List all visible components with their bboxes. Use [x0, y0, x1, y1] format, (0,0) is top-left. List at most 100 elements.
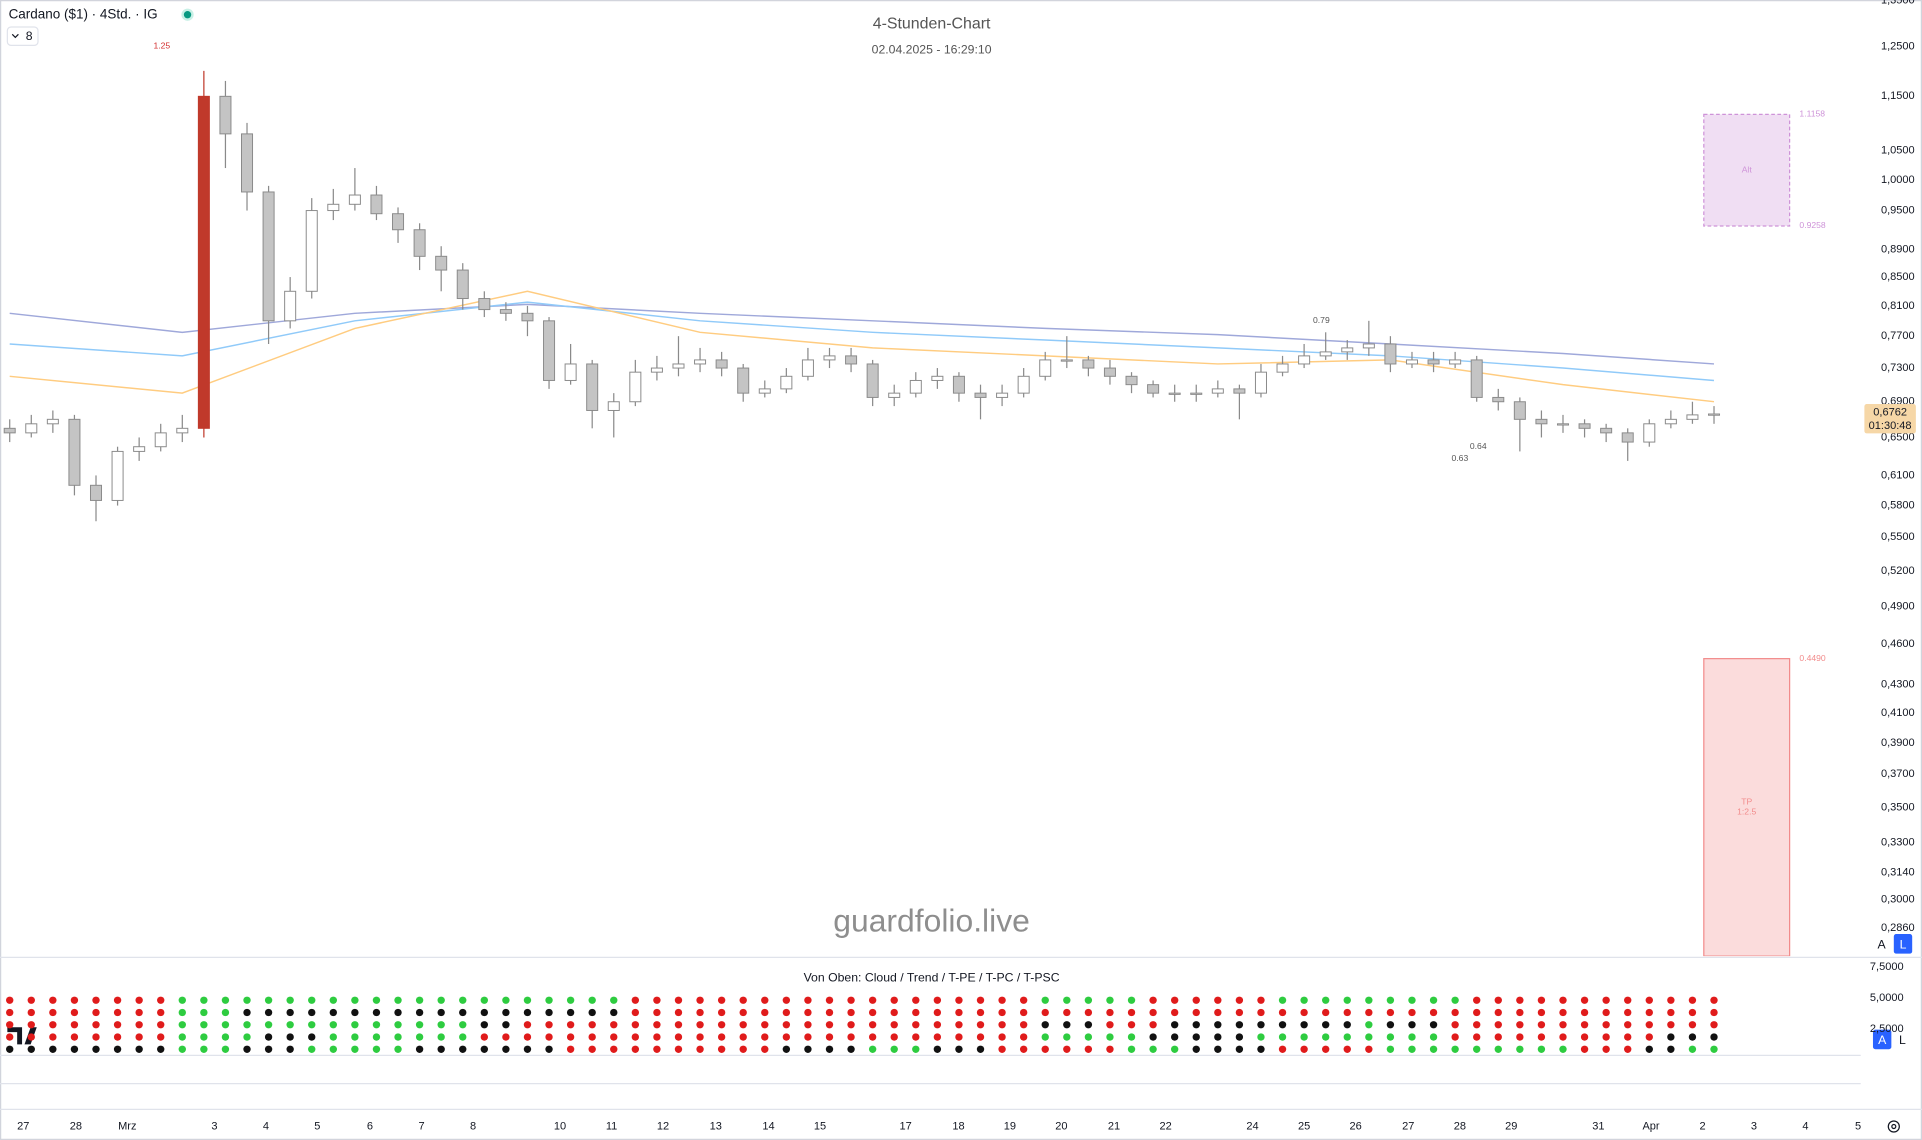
state-dot — [286, 1021, 294, 1029]
candle-body — [1686, 414, 1699, 420]
state-dot — [1300, 1045, 1308, 1053]
y-tick-label: 0,5500 — [1881, 531, 1915, 543]
state-dot — [1667, 1021, 1675, 1029]
state-dot — [329, 1008, 337, 1017]
state-dot — [674, 1045, 683, 1053]
state-dot — [243, 996, 251, 1004]
state-dot — [135, 1008, 143, 1017]
state-dot — [610, 1008, 618, 1017]
state-dot — [1063, 1045, 1071, 1053]
main-pane — [3, 70, 1791, 957]
x-tick-label: Apr — [1642, 1120, 1659, 1132]
state-dot — [933, 1008, 942, 1017]
state-dot — [1127, 1045, 1136, 1053]
state-dot — [113, 1033, 122, 1041]
state-dot — [890, 1045, 898, 1053]
y-tick-label: 0,8100 — [1881, 300, 1915, 312]
state-dot — [1451, 1033, 1459, 1041]
state-dot — [782, 1008, 791, 1017]
settings-button[interactable] — [1887, 1120, 1900, 1133]
candle-body — [46, 418, 59, 425]
state-dot — [200, 996, 208, 1004]
state-dot — [653, 1008, 661, 1017]
x-tick-label: 15 — [814, 1120, 826, 1132]
state-dot — [1170, 1008, 1179, 1017]
state-dot — [1559, 1033, 1567, 1041]
interval-dropdown[interactable] — [6, 26, 39, 46]
state-dot — [890, 1008, 898, 1017]
state-dot — [1580, 1021, 1589, 1029]
state-dot — [372, 1033, 381, 1041]
y-tick-label: 0,3140 — [1881, 866, 1915, 878]
state-dot — [1084, 1021, 1093, 1029]
state-dot — [998, 1033, 1006, 1041]
state-dot — [92, 1021, 100, 1029]
state-dot — [976, 1008, 985, 1017]
state-dot — [1365, 1033, 1373, 1041]
x-tick-label: 14 — [762, 1120, 774, 1132]
candle-body — [262, 191, 275, 322]
x-tick-label: 17 — [900, 1120, 912, 1132]
state-dot — [890, 1021, 898, 1029]
state-dot — [437, 1033, 445, 1041]
state-dot — [1343, 996, 1351, 1004]
state-dot — [890, 1033, 898, 1041]
state-dot — [437, 996, 445, 1004]
state-dot — [1516, 996, 1524, 1004]
log-button[interactable]: L — [1899, 1033, 1906, 1047]
state-dot — [1473, 1021, 1481, 1029]
log-button[interactable]: L — [1900, 937, 1907, 951]
y-tick-label: 0,3300 — [1881, 837, 1915, 849]
y-tick-label: 0,4600 — [1881, 638, 1915, 650]
state-dot — [329, 1033, 337, 1041]
candle-body — [543, 320, 556, 381]
y-tick-label: 0,8500 — [1881, 271, 1915, 283]
candle-body — [780, 375, 793, 390]
state-dot — [1149, 1045, 1157, 1053]
x-tick-label: 24 — [1246, 1120, 1258, 1132]
candle-body — [1427, 359, 1440, 365]
state-dot — [523, 1021, 532, 1029]
candle-body — [1233, 388, 1246, 394]
state-dot — [1688, 996, 1697, 1004]
state-dot — [523, 1033, 532, 1041]
y-tick-label: 0,5800 — [1881, 499, 1915, 511]
state-dot — [847, 1045, 855, 1053]
state-dot — [1300, 1008, 1308, 1017]
state-dot — [92, 1045, 100, 1053]
state-dot — [1127, 1008, 1136, 1017]
state-dot — [1624, 1033, 1632, 1041]
state-dot — [1624, 996, 1632, 1004]
state-dot — [178, 1008, 186, 1017]
state-dot — [1580, 1008, 1589, 1017]
state-dot — [825, 996, 834, 1004]
state-dot — [1041, 1033, 1049, 1041]
auto-button[interactable]: A — [1878, 1033, 1887, 1047]
state-dot — [1451, 996, 1459, 1004]
state-dot — [6, 1033, 14, 1041]
candle-body — [1147, 384, 1160, 394]
auto-button[interactable]: A — [1877, 937, 1886, 951]
state-dot — [200, 1008, 208, 1017]
state-dot — [610, 1033, 618, 1041]
state-dot — [1494, 1033, 1502, 1041]
state-dot — [264, 1008, 273, 1017]
state-dot — [1688, 1021, 1697, 1029]
auto-button-bg[interactable] — [1872, 1029, 1892, 1050]
state-dot — [394, 1008, 402, 1017]
state-dot — [308, 1045, 316, 1053]
y-tick-label: 0,9500 — [1881, 204, 1915, 216]
state-dot — [49, 996, 57, 1004]
log-button-bg[interactable] — [1893, 934, 1913, 954]
y-tick-label: 0,4300 — [1881, 678, 1915, 690]
state-dot — [1149, 1033, 1157, 1041]
state-dot — [1257, 1045, 1265, 1053]
state-dot — [1127, 996, 1136, 1004]
state-dot — [1170, 1021, 1179, 1029]
x-tick-label: 13 — [710, 1120, 722, 1132]
state-dot — [415, 1033, 424, 1041]
candle-body — [1103, 367, 1116, 377]
state-dot — [1667, 996, 1675, 1004]
zone-label: Alt — [1742, 164, 1753, 174]
candle-body — [25, 423, 38, 434]
